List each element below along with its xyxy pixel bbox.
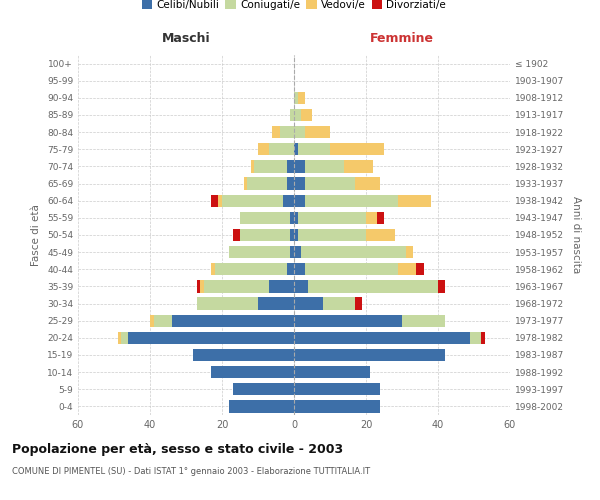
Bar	[258, 143, 269, 156]
Bar	[280, 126, 294, 138]
Bar	[406, 246, 413, 258]
Bar	[294, 349, 445, 361]
Legend: Celibi/Nubili, Coniugati/e, Vedovi/e, Divorziati/e: Celibi/Nubili, Coniugati/e, Vedovi/e, Di…	[137, 0, 451, 14]
Bar	[211, 263, 215, 276]
Bar	[211, 194, 218, 207]
Bar	[254, 160, 287, 172]
Bar	[366, 212, 377, 224]
Bar	[247, 178, 287, 190]
Bar	[118, 332, 121, 344]
Bar	[398, 194, 431, 207]
Bar	[366, 229, 395, 241]
Bar	[218, 194, 222, 207]
Bar	[128, 332, 294, 344]
Bar	[294, 263, 305, 276]
Bar	[470, 332, 481, 344]
Bar	[200, 280, 204, 292]
Bar	[298, 143, 330, 156]
Text: Maschi: Maschi	[161, 32, 211, 44]
Bar	[301, 109, 312, 121]
Bar	[294, 178, 305, 190]
Bar	[287, 160, 294, 172]
Bar	[294, 212, 298, 224]
Bar	[197, 298, 258, 310]
Bar	[290, 246, 294, 258]
Bar	[290, 109, 294, 121]
Bar	[222, 194, 283, 207]
Bar	[215, 263, 287, 276]
Text: Femmine: Femmine	[370, 32, 434, 44]
Bar	[233, 229, 240, 241]
Bar	[323, 298, 355, 310]
Bar	[355, 178, 380, 190]
Bar	[305, 263, 398, 276]
Bar	[305, 194, 398, 207]
Bar	[298, 92, 305, 104]
Bar	[481, 332, 485, 344]
Bar	[330, 143, 384, 156]
Bar	[272, 126, 280, 138]
Bar	[193, 349, 294, 361]
Bar	[294, 160, 305, 172]
Bar	[287, 263, 294, 276]
Bar	[244, 178, 247, 190]
Text: Popolazione per età, sesso e stato civile - 2003: Popolazione per età, sesso e stato civil…	[12, 442, 343, 456]
Bar	[305, 160, 344, 172]
Bar	[229, 246, 290, 258]
Bar	[416, 263, 424, 276]
Bar	[204, 280, 269, 292]
Bar	[229, 400, 294, 412]
Bar	[294, 229, 298, 241]
Bar	[251, 160, 254, 172]
Bar	[283, 194, 294, 207]
Bar	[269, 280, 294, 292]
Bar	[290, 229, 294, 241]
Bar	[355, 298, 362, 310]
Bar	[154, 314, 172, 327]
Bar	[240, 212, 290, 224]
Text: COMUNE DI PIMENTEL (SU) - Dati ISTAT 1° gennaio 2003 - Elaborazione TUTTITALIA.I: COMUNE DI PIMENTEL (SU) - Dati ISTAT 1° …	[12, 468, 370, 476]
Y-axis label: Fasce di età: Fasce di età	[31, 204, 41, 266]
Bar	[438, 280, 445, 292]
Bar	[294, 194, 305, 207]
Bar	[294, 298, 323, 310]
Bar	[298, 229, 366, 241]
Y-axis label: Anni di nascita: Anni di nascita	[571, 196, 581, 274]
Bar	[172, 314, 294, 327]
Bar	[294, 280, 308, 292]
Bar	[301, 246, 406, 258]
Bar	[294, 314, 402, 327]
Bar	[344, 160, 373, 172]
Bar	[298, 212, 366, 224]
Bar	[308, 280, 438, 292]
Bar	[258, 298, 294, 310]
Bar	[211, 366, 294, 378]
Bar	[197, 280, 200, 292]
Bar	[240, 229, 290, 241]
Bar	[294, 400, 380, 412]
Bar	[150, 314, 154, 327]
Bar	[294, 109, 301, 121]
Bar	[294, 332, 470, 344]
Bar	[290, 212, 294, 224]
Bar	[233, 383, 294, 396]
Bar	[305, 126, 330, 138]
Bar	[269, 143, 294, 156]
Bar	[294, 126, 305, 138]
Bar	[294, 366, 370, 378]
Bar	[121, 332, 128, 344]
Bar	[294, 383, 380, 396]
Bar	[377, 212, 384, 224]
Bar	[287, 178, 294, 190]
Bar	[402, 314, 445, 327]
Bar	[294, 143, 298, 156]
Bar	[294, 246, 301, 258]
Bar	[398, 263, 416, 276]
Bar	[294, 92, 298, 104]
Bar	[305, 178, 355, 190]
